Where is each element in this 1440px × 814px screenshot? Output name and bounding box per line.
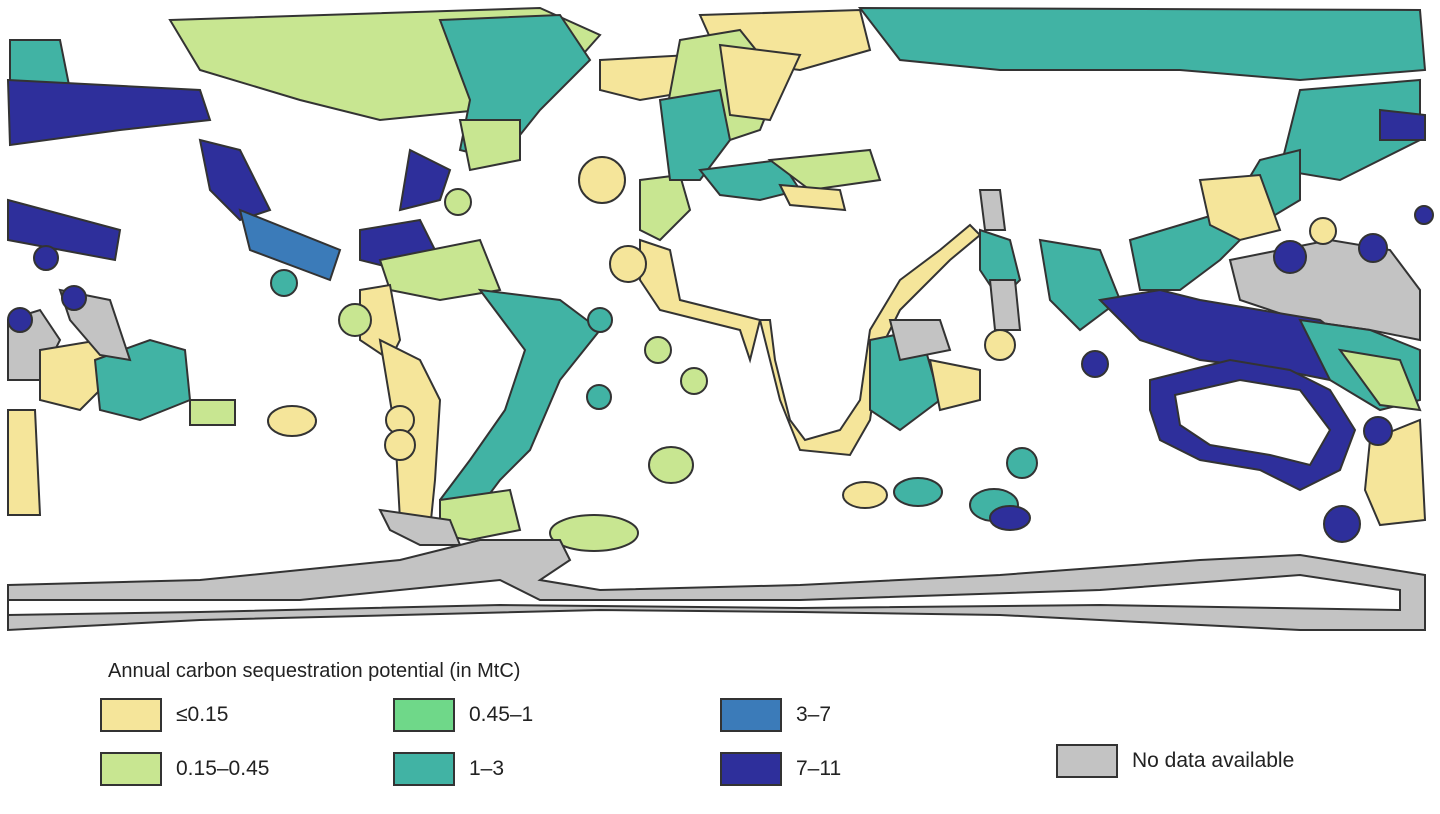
legend-swatch-gray [1056,744,1118,778]
legend-label: 3–7 [796,703,832,726]
legend-item-1: 0.45–1 [393,698,533,732]
africa-coast [549,156,1038,552]
legend-label: 0.15–0.45 [176,757,270,780]
world-map [6,6,1434,632]
legend-label: No data available [1132,749,1295,772]
legend-item-7: 3–7 [720,698,831,732]
south-america-coast [338,283,613,546]
asia-oceania-coast [1038,148,1434,543]
legend-item-0-15: ≤0.15 [100,698,228,732]
legend-swatch-darkblue [720,752,782,786]
legend-swatch-yellow [100,698,162,732]
legend-swatch-teal [393,752,455,786]
legend-label: 1–3 [469,757,505,780]
legend-label: 0.45–1 [469,703,534,726]
legend-item-3: 1–3 [393,752,504,786]
legend-item-0-45: 0.15–0.45 [100,752,269,786]
arctic-zone [168,6,1427,182]
legend-swatch-blue [720,698,782,732]
legend-label: ≤0.15 [176,703,229,726]
legend-item-11: 7–11 [720,752,841,786]
legend-swatch-lightgreen [100,752,162,786]
north-america-coast [6,39,521,302]
antarctica-zone [7,539,1426,632]
legend-item-no-data: No data available [1056,744,1294,778]
legend-label: 7–11 [796,757,842,780]
legend-swatch-green [393,698,455,732]
pacific-islands [7,285,317,516]
europe-coast [658,88,1022,331]
legend-title: Annual carbon sequestration potential (i… [108,660,521,682]
